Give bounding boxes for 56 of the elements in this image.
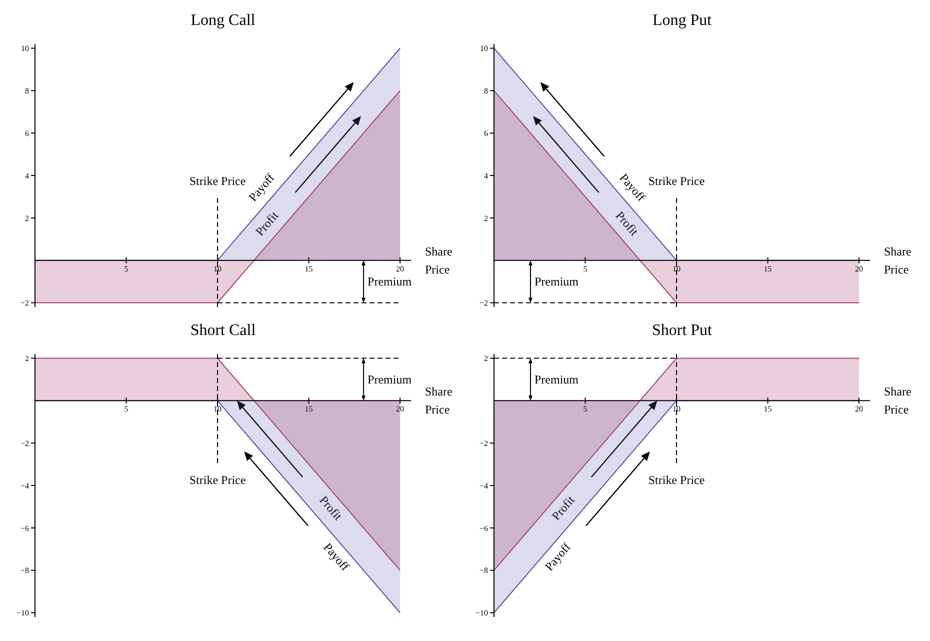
annotation: Premium [534,372,580,386]
y-tick-label: 8 [484,86,488,96]
x-tick-label: 20 [396,264,404,274]
chart-title: Long Put [651,11,713,31]
y-tick-label: 10 [21,44,29,54]
y-tick-label: −10 [475,608,488,618]
x-tick-label: 10 [214,264,222,274]
y-tick-label: 2 [25,354,29,364]
y-tick-label: 2 [484,214,488,223]
x-axis-title: Share Price [884,384,912,417]
annotation: Premium [534,274,580,289]
y-tick-label: 10 [480,44,488,54]
y-tick-label: −2 [479,438,488,448]
x-tick-label: 5 [583,264,588,274]
x-tick-label: 15 [764,264,772,274]
y-tick-label: 4 [25,171,29,180]
y-tick-label: −4 [20,481,29,490]
y-tick-label: −8 [479,566,488,576]
x-tick-label: 15 [304,404,313,414]
y-tick-label: 2 [484,354,488,364]
x-tick-label: 10 [672,264,681,274]
y-tick-label: −2 [20,298,29,308]
x-tick-label: 15 [304,264,313,274]
x-tick-label: 5 [124,404,128,414]
y-tick-label: 6 [25,128,29,138]
y-tick-label: −6 [479,524,488,533]
y-tick-label: 4 [484,171,488,180]
y-tick-label: −6 [20,524,29,533]
y-tick-label: 2 [25,214,29,223]
x-tick-label: 10 [214,404,222,414]
ref-line-label: Strike Price [189,473,246,488]
y-tick-label: −2 [20,438,29,448]
x-tick-label: 20 [855,264,864,274]
y-tick-label: −2 [479,298,488,308]
x-axis-title: Share Price [884,244,912,276]
x-tick-label: 20 [396,404,404,414]
y-tick-label: −4 [479,481,488,490]
x-tick-label: 5 [583,404,588,414]
chart-title: Short Put [650,321,713,341]
ref-line-label: Strike Price [189,174,246,188]
y-tick-label: −8 [20,566,29,576]
x-tick-label: 10 [672,404,681,414]
chart-title: Short Call [189,321,257,341]
x-axis-title: Share Price [425,244,452,276]
x-axis-title: Share Price [425,384,452,417]
x-tick-label: 5 [124,264,128,274]
annotation: Premium [368,274,412,289]
y-tick-label: −10 [16,608,29,618]
annotation: Premium [368,372,412,386]
chart-title: Long Call [190,11,256,31]
x-tick-label: 20 [855,404,864,414]
ref-line-label: Strike Price [648,473,705,488]
x-tick-label: 15 [764,404,772,414]
y-tick-label: 6 [484,128,488,138]
ref-line-label: Strike Price [648,174,705,188]
y-tick-label: 8 [25,86,29,96]
